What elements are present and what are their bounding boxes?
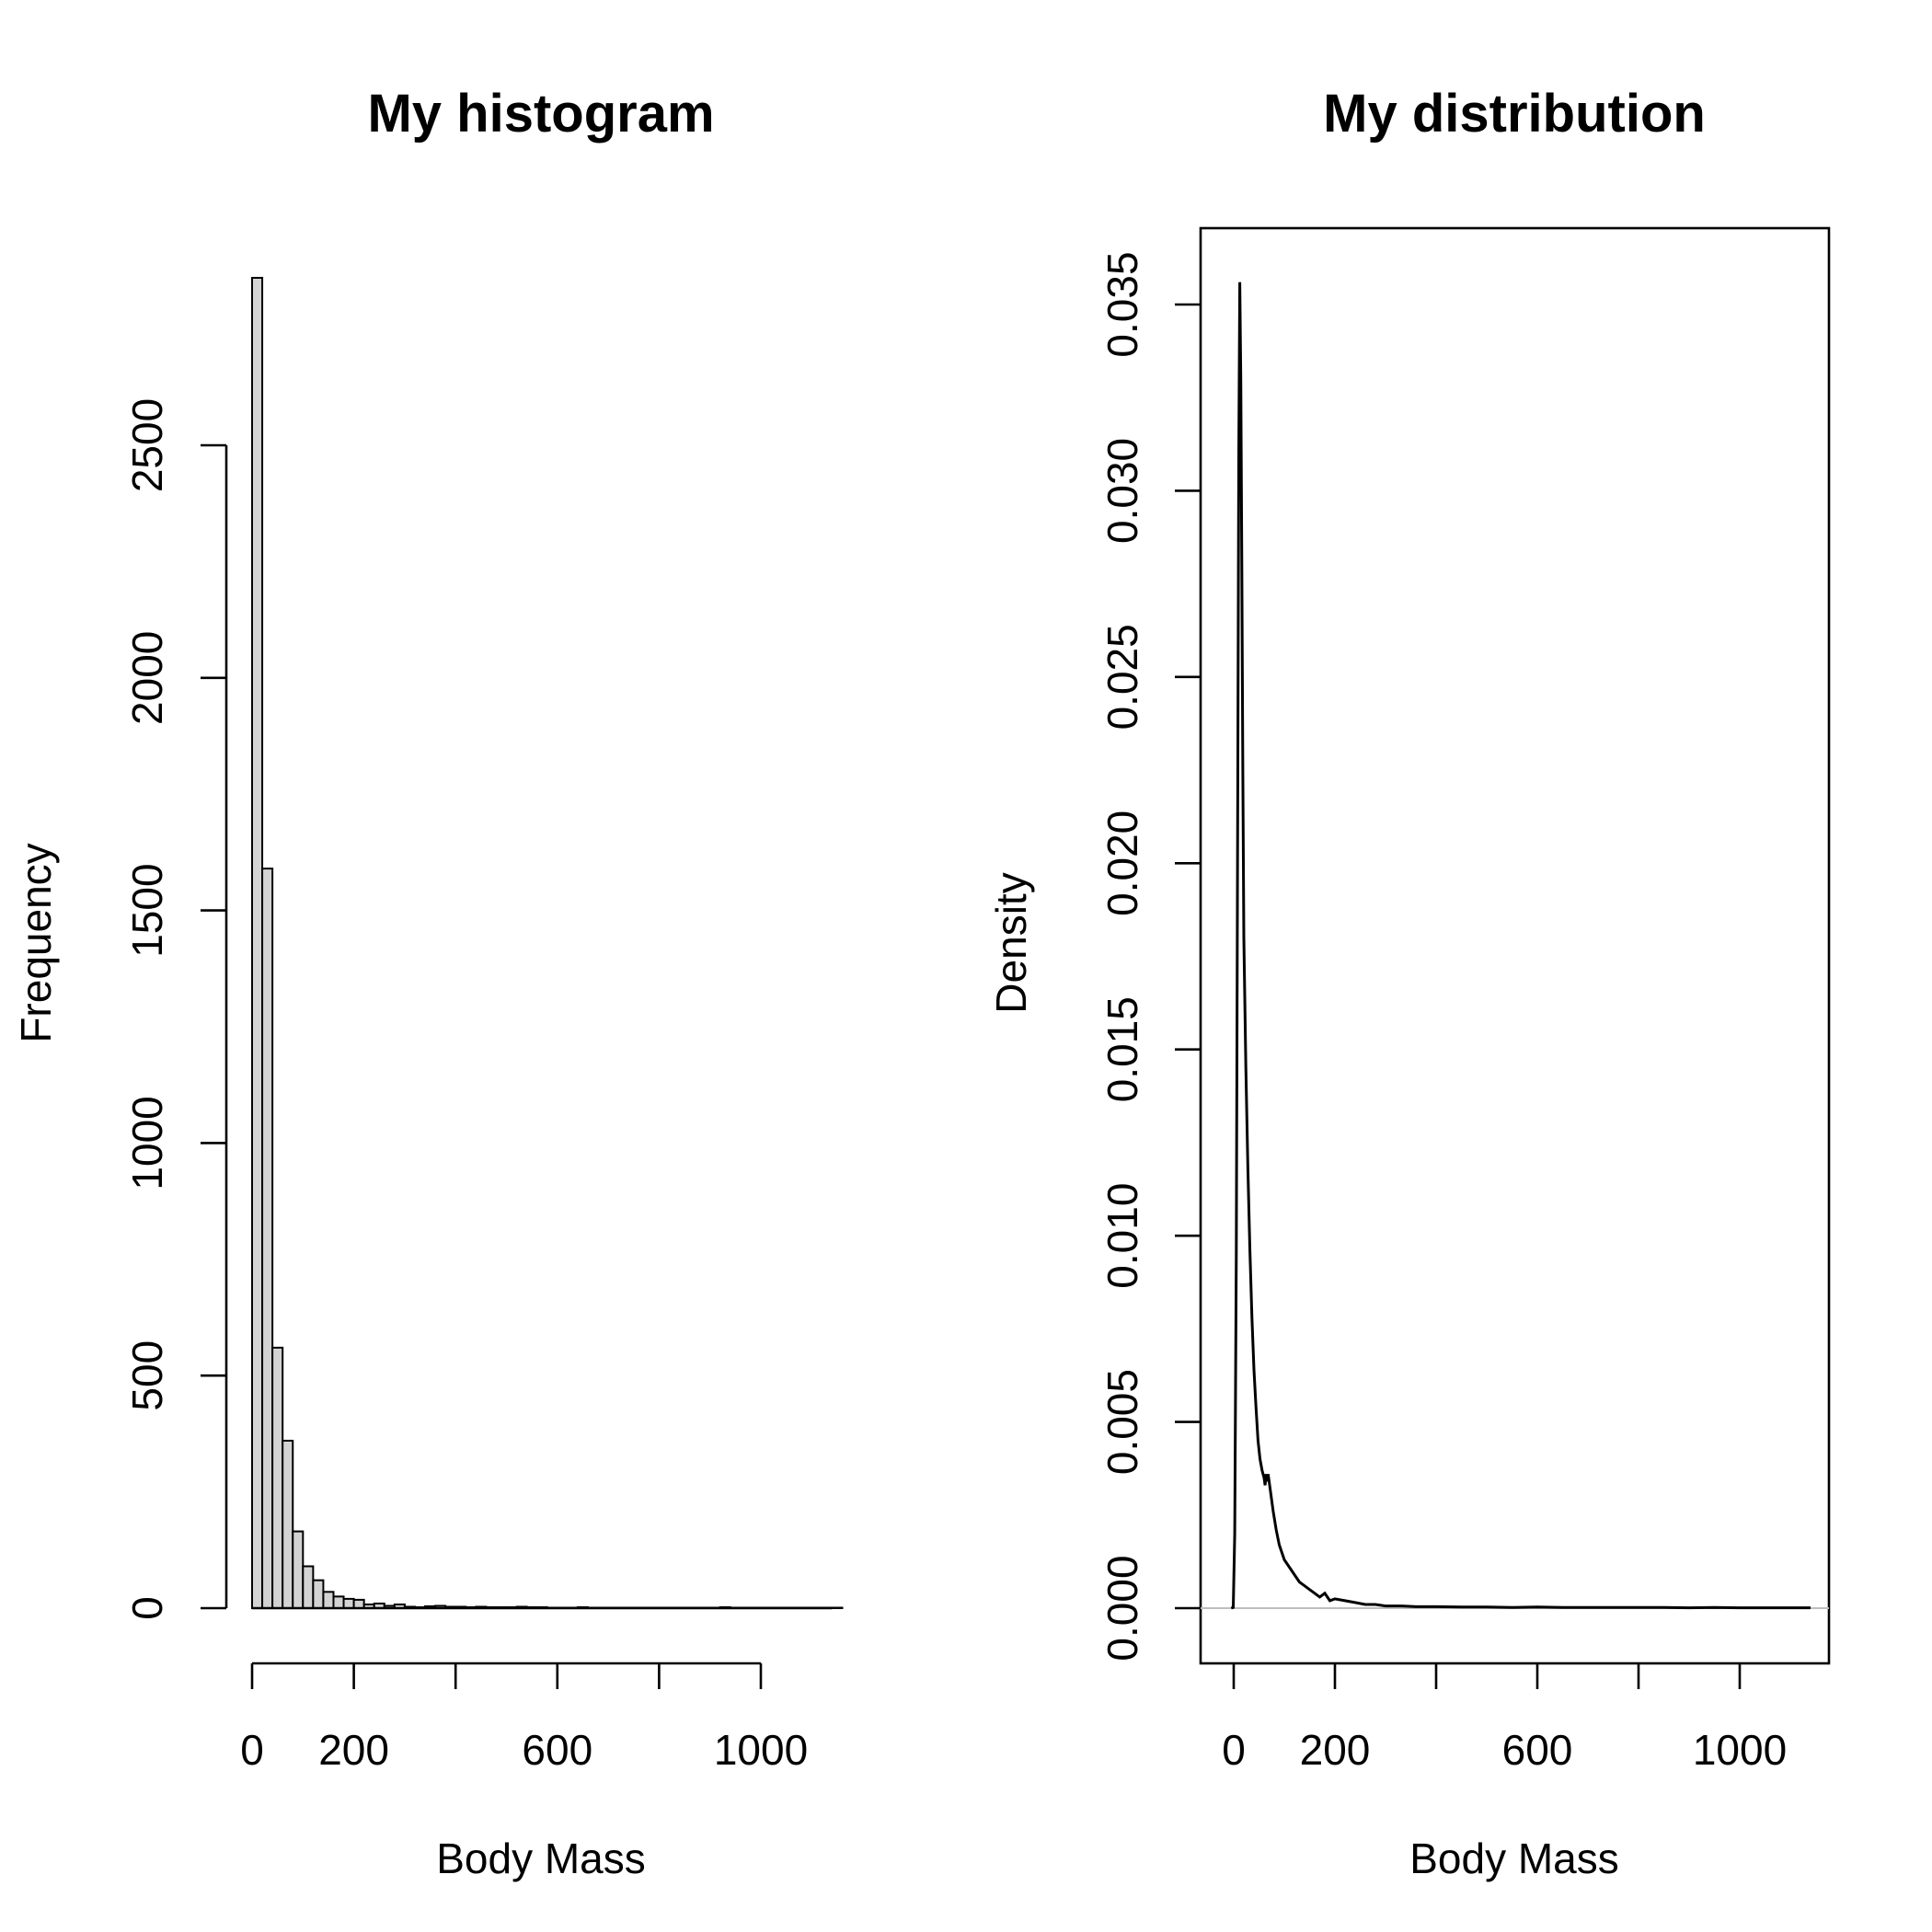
density-curve [1230, 282, 1811, 1610]
histogram-y-tick-label: 2500 [123, 398, 171, 492]
density-y-tick-label: 0.015 [1098, 996, 1146, 1102]
histogram-y-tick-label: 1000 [123, 1096, 171, 1190]
density-y-axis-label: Density [987, 872, 1035, 1013]
histogram-x-ticks: 0 200 600 1000 [240, 1663, 808, 1774]
histogram-panel: My histogram 0 200 600 1000 0 500 1000 1500 200… [12, 84, 844, 1882]
histogram-bar [322, 1591, 335, 1609]
density-x-axis-label: Body Mass [1409, 1834, 1619, 1882]
density-x-tick-label: 600 [1502, 1726, 1573, 1774]
histogram-bar [342, 1597, 355, 1609]
density-y-tick-label: 0.020 [1098, 811, 1146, 916]
histogram-x-tick-label: 600 [522, 1726, 592, 1774]
density-y-tick-label: 0.000 [1098, 1555, 1146, 1661]
histogram-bar [302, 1565, 315, 1609]
density-x-ticks: 0 200 600 1000 [1222, 1663, 1787, 1774]
density-y-tick-label: 0.030 [1098, 438, 1146, 544]
histogram-title: My histogram [367, 84, 714, 144]
histogram-x-tick-label: 1000 [714, 1726, 808, 1774]
histogram-y-tick-label: 0 [123, 1596, 171, 1620]
histogram-bar [312, 1579, 325, 1609]
density-x-tick-label: 200 [1300, 1726, 1371, 1774]
histogram-y-tick-label: 2000 [123, 631, 171, 725]
histogram-bar [831, 1606, 844, 1609]
histogram-x-axis-label: Body Mass [436, 1834, 646, 1882]
histogram-bar [261, 868, 274, 1609]
histogram-bars [251, 276, 844, 1610]
density-x-tick-label: 0 [1222, 1726, 1246, 1774]
density-y-tick-label: 0.010 [1098, 1183, 1146, 1289]
histogram-y-ticks: 0 500 1000 1500 2000 2500 [123, 398, 226, 1620]
histogram-y-tick-label: 1500 [123, 863, 171, 957]
histogram-bar [332, 1595, 345, 1609]
density-panel: My distribution 0 200 600 1000 0.0000.0050.… [987, 84, 1831, 1882]
density-plot-frame [1199, 226, 1831, 1665]
density-y-ticks: 0.000 0.005 0.010 0.015 0.020 0.025 0.030 0.035 [1098, 251, 1201, 1662]
histogram-y-axis-label: Frequency [12, 843, 60, 1042]
histogram-y-tick-label: 500 [123, 1340, 171, 1411]
density-title: My distribution [1323, 84, 1706, 144]
histogram-x-tick-label: 200 [318, 1726, 389, 1774]
density-y-tick-label: 0.005 [1098, 1369, 1146, 1475]
density-y-tick-label: 0.025 [1098, 624, 1146, 730]
histogram-bar [271, 1346, 284, 1609]
histogram-bar [352, 1598, 365, 1609]
histogram-bar [282, 1439, 294, 1610]
histogram-bar [251, 276, 264, 1609]
histogram-bar [292, 1530, 305, 1610]
density-y-tick-label: 0.035 [1098, 251, 1146, 357]
density-x-tick-label: 1000 [1693, 1726, 1787, 1774]
histogram-x-tick-label: 0 [240, 1726, 264, 1774]
